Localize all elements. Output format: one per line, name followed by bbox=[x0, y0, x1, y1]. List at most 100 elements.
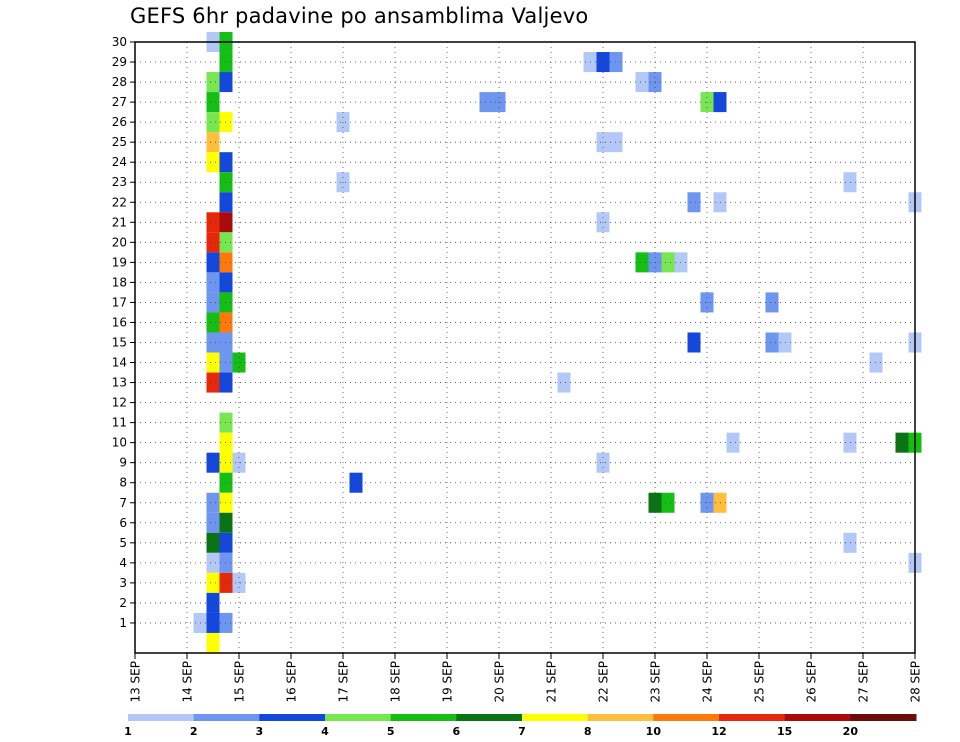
y-tick-label: 3 bbox=[119, 576, 127, 590]
y-tick-label: 22 bbox=[112, 195, 127, 209]
y-tick-label: 6 bbox=[119, 516, 127, 530]
heatmap-cell bbox=[206, 532, 220, 553]
legend-label: 3 bbox=[256, 725, 264, 738]
y-tick-label: 20 bbox=[112, 235, 127, 249]
y-tick-label: 27 bbox=[112, 95, 127, 109]
y-tick-label: 25 bbox=[112, 135, 127, 149]
x-tick-label: 15 SEP bbox=[233, 661, 247, 703]
heatmap-cell bbox=[206, 272, 220, 293]
y-tick-label: 7 bbox=[119, 496, 127, 510]
legend-label: 15 bbox=[777, 725, 792, 738]
y-tick-label: 14 bbox=[112, 356, 127, 370]
legend-label: 4 bbox=[321, 725, 329, 738]
legend-label: 5 bbox=[387, 725, 395, 738]
x-tick-label: 25 SEP bbox=[753, 661, 767, 703]
chart-title: GEFS 6hr padavine po ansamblima Valjevo bbox=[130, 4, 589, 28]
heatmap-cell bbox=[206, 72, 220, 93]
y-tick-label: 29 bbox=[112, 55, 127, 69]
x-tick-label: 13 SEP bbox=[129, 661, 143, 703]
y-axis-ticks: 1234567891011121314151617181920212223242… bbox=[112, 35, 135, 630]
heatmap-cell bbox=[206, 452, 220, 473]
legend-swatch bbox=[850, 714, 917, 721]
heatmap-cell bbox=[206, 312, 220, 333]
x-tick-label: 18 SEP bbox=[389, 661, 403, 703]
heatmap-cell bbox=[206, 552, 220, 573]
heatmap-cell bbox=[206, 292, 220, 313]
y-tick-label: 11 bbox=[112, 416, 127, 430]
x-tick-label: 28 SEP bbox=[909, 661, 923, 703]
y-tick-label: 24 bbox=[112, 155, 127, 169]
legend-swatch bbox=[653, 714, 720, 721]
heatmap-cell bbox=[206, 252, 220, 273]
heatmap-cell bbox=[206, 92, 220, 113]
heatmap-cell bbox=[765, 332, 779, 353]
y-tick-label: 28 bbox=[112, 75, 127, 89]
y-tick-label: 1 bbox=[119, 616, 127, 630]
legend-label: 10 bbox=[646, 725, 662, 738]
heatmap-cell bbox=[206, 332, 220, 353]
x-tick-label: 21 SEP bbox=[545, 661, 559, 703]
heatmap-cell bbox=[206, 612, 220, 633]
y-tick-label: 9 bbox=[119, 456, 127, 470]
heatmap-cell bbox=[206, 572, 220, 593]
y-tick-label: 10 bbox=[112, 436, 127, 450]
heatmap-cell bbox=[635, 252, 649, 273]
y-tick-label: 26 bbox=[112, 115, 127, 129]
y-tick-label: 23 bbox=[112, 175, 127, 189]
y-tick-label: 12 bbox=[112, 396, 127, 410]
legend-swatch bbox=[456, 714, 523, 721]
legend-label: 1 bbox=[124, 725, 132, 738]
x-tick-label: 22 SEP bbox=[597, 661, 611, 703]
x-tick-label: 24 SEP bbox=[701, 661, 715, 703]
legend-label: 12 bbox=[711, 725, 726, 738]
x-tick-label: 14 SEP bbox=[181, 661, 195, 703]
x-tick-label: 19 SEP bbox=[441, 661, 455, 703]
legend-swatch bbox=[259, 714, 326, 721]
heatmap-cell bbox=[206, 632, 220, 653]
legend-label: 2 bbox=[190, 725, 198, 738]
y-tick-label: 17 bbox=[112, 295, 127, 309]
y-tick-label: 15 bbox=[112, 335, 127, 349]
heatmap-cell bbox=[206, 152, 220, 173]
plot-frame bbox=[134, 41, 916, 654]
legend-swatch bbox=[784, 714, 851, 721]
heatmap-cell bbox=[557, 372, 571, 393]
heatmap-cell bbox=[687, 192, 701, 213]
legend-swatch bbox=[193, 714, 260, 721]
legend-label: 7 bbox=[518, 725, 526, 738]
x-tick-label: 17 SEP bbox=[337, 661, 351, 703]
x-tick-label: 16 SEP bbox=[285, 661, 299, 703]
heatmap-cell bbox=[206, 352, 220, 373]
heatmap-cell bbox=[206, 592, 220, 613]
y-tick-label: 2 bbox=[119, 596, 127, 610]
heatmap-cell bbox=[206, 372, 220, 393]
heatmap-cell bbox=[661, 492, 675, 513]
heatmap-cell bbox=[206, 512, 220, 533]
legend-swatch bbox=[128, 714, 195, 721]
x-axis-ticks: 13 SEP 14 SEP 15 SEP 16 SEP 17 SEP 18 SEP 19 S… bbox=[129, 653, 923, 703]
y-tick-label: 21 bbox=[112, 215, 127, 229]
legend-label: 6 bbox=[453, 725, 461, 738]
heatmap-cell bbox=[206, 112, 220, 133]
legend-swatch bbox=[390, 714, 457, 721]
heatmap-cell bbox=[661, 252, 675, 273]
heatmap-cell bbox=[206, 232, 220, 253]
legend-swatch bbox=[587, 714, 654, 721]
y-tick-label: 19 bbox=[112, 255, 127, 269]
heatmap-cell bbox=[206, 492, 220, 513]
heatmap-cell bbox=[635, 72, 649, 93]
heatmap-cell bbox=[206, 132, 220, 153]
legend-label: 8 bbox=[584, 725, 592, 738]
x-tick-label: 26 SEP bbox=[805, 661, 819, 703]
legend-swatch bbox=[522, 714, 589, 721]
heatmap-cells bbox=[193, 31, 922, 653]
heatmap-cell bbox=[687, 332, 701, 353]
y-tick-label: 8 bbox=[119, 476, 127, 490]
y-tick-label: 4 bbox=[119, 556, 127, 570]
heatmap-cell bbox=[206, 212, 220, 233]
heatmap-cell bbox=[726, 432, 740, 453]
heatmap-cell bbox=[765, 292, 779, 313]
color-legend: 1 2 3 4 5 6 7 8 10 12 15 20 bbox=[124, 714, 917, 738]
y-tick-label: 18 bbox=[112, 275, 127, 289]
